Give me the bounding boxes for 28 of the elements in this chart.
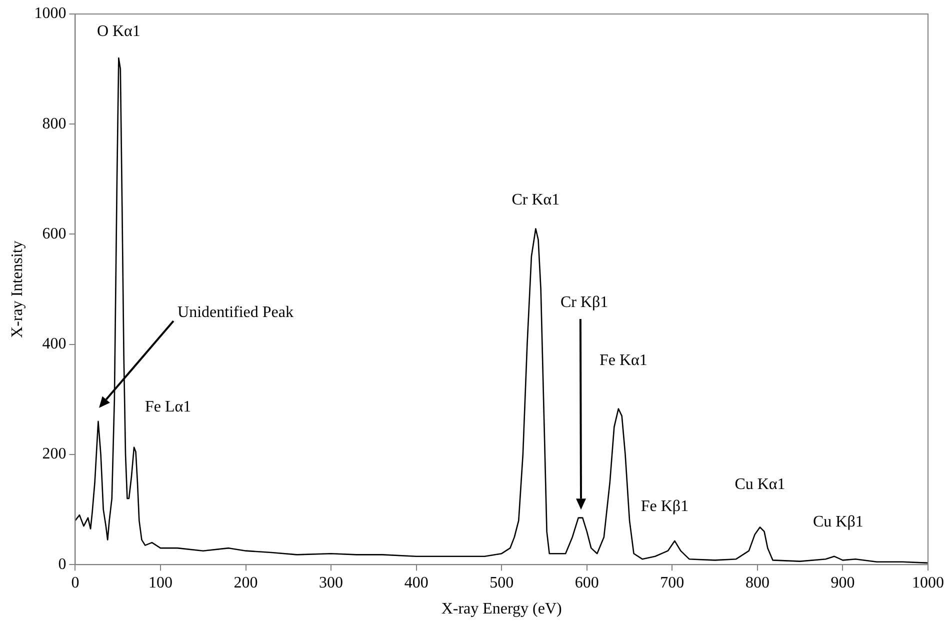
y-tick-label: 1000 [34,5,66,22]
annotation: Fe Kα1 [599,352,648,369]
annotation: Unidentified Peak [178,304,294,321]
x-tick-label: 700 [660,574,684,592]
x-tick-label: 900 [830,574,855,592]
annotation: Fe Kβ1 [640,498,689,515]
x-tick-label: 1000 [912,574,944,592]
annotation: Cr Kα1 [512,192,560,209]
x-tick-label: 500 [490,574,514,592]
annotation: Fe Lα1 [144,398,192,416]
x-tick-label: 200 [234,574,258,592]
y-tick-label: 200 [42,446,66,463]
annotation: Cr Kβ1 [560,294,608,311]
annotation: Cu Kβ1 [813,513,864,530]
x-tick-label: 400 [404,574,428,592]
y-tick-label: 400 [42,336,66,353]
x-tick-label: 0 [71,574,80,592]
annotation: O Kα1 [96,23,140,40]
x-tick-label: 800 [745,574,770,592]
x-tick-label: 100 [148,574,172,592]
y-axis-title: X-ray Intensity [8,240,26,338]
y-tick-label: 800 [42,115,66,132]
x-tick-label: 300 [319,574,344,592]
y-tick-label: 0 [58,556,66,573]
x-axis-title: X-ray Energy (eV) [441,600,562,618]
annotation: Cu Kα1 [734,476,786,494]
x-tick-label: 600 [574,574,599,592]
y-tick-label: 600 [42,225,66,242]
